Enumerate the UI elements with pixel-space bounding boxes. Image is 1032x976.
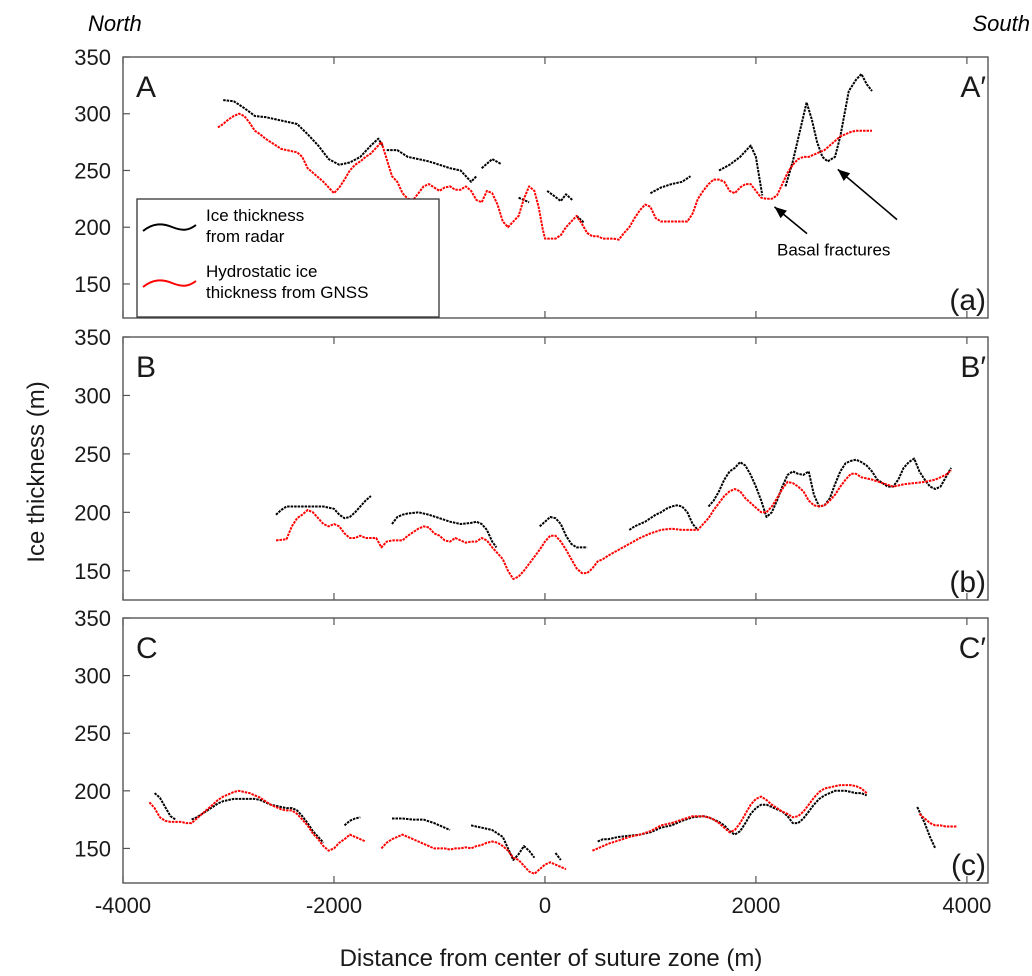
gnss-series-segment: [380, 833, 567, 875]
legend-entry-text: from radar: [206, 227, 285, 246]
y-tick-label: 350: [74, 606, 111, 631]
y-tick-label: 250: [74, 442, 111, 467]
y-tick-label: 200: [74, 215, 111, 240]
profile-start-label: B: [136, 351, 156, 384]
radar-series-segment: [470, 824, 536, 861]
y-tick-label: 350: [74, 45, 111, 70]
annotation-text: Basal fractures: [777, 241, 890, 260]
annotation-arrow-head: [774, 206, 787, 219]
gnss-series-segment: [592, 784, 868, 852]
y-axis-label: Ice thickness (m): [23, 381, 50, 562]
x-tick-label: 4000: [942, 893, 991, 918]
x-axis-label: Distance from center of suture zone (m): [340, 945, 763, 972]
annotation-arrow-head: [837, 169, 851, 181]
profile-end-label: C′: [959, 632, 987, 665]
x-tick-label: -4000: [95, 893, 151, 918]
y-tick-label: 350: [74, 325, 111, 350]
radar-series-segment: [546, 190, 574, 203]
gnss-series-segment: [217, 112, 872, 241]
gnss-series-segment: [275, 469, 952, 580]
radar-series-segment: [153, 792, 177, 821]
y-tick-label: 150: [74, 836, 111, 861]
radar-series-segment: [597, 789, 868, 843]
y-tick-label: 300: [74, 102, 111, 127]
panel-tag: (a): [949, 284, 986, 317]
x-tick-label: 2000: [731, 893, 780, 918]
radar-series-segment: [718, 144, 764, 196]
radar-series-segment: [191, 797, 325, 844]
legend-entry-text: Hydrostatic ice: [206, 262, 317, 281]
legend-entry-text: Ice thickness: [206, 206, 304, 225]
legend: Ice thickness from radar Hydrostatic ice th…: [136, 198, 440, 318]
panel-frame: [122, 336, 989, 601]
radar-series-segment: [275, 495, 372, 520]
south-label: South: [973, 11, 1031, 36]
y-tick-label: 300: [74, 383, 111, 408]
radar-series-segment: [649, 175, 692, 195]
legend-box: [136, 198, 440, 318]
legend-swatch: [142, 223, 197, 232]
profile-start-label: C: [136, 632, 158, 665]
annotation-basal-fractures: Basal fractures: [773, 168, 898, 260]
profile-start-label: A: [136, 71, 156, 104]
y-tick-label: 300: [74, 664, 111, 689]
panel-frame: [122, 617, 989, 884]
y-tick-label: 250: [74, 721, 111, 746]
radar-series-segment: [628, 504, 699, 531]
radar-series-segment: [391, 511, 498, 548]
annotation-arrow-line: [837, 168, 898, 221]
y-tick-label: 200: [74, 500, 111, 525]
y-tick-label: 200: [74, 779, 111, 804]
north-label: North: [88, 11, 142, 36]
radar-series-segment: [784, 73, 873, 187]
panel-tag: (b): [949, 566, 986, 599]
radar-series-segment: [481, 158, 502, 169]
panel-b: 150 200 250 300 350 B B′ (b): [74, 325, 989, 601]
x-tick-label: 0: [539, 893, 551, 918]
legend-swatch: [142, 279, 197, 288]
radar-series-segment: [386, 149, 478, 183]
profile-end-label: A′: [960, 71, 986, 104]
gnss-series-segment: [918, 813, 957, 828]
radar-series-segment: [707, 457, 952, 518]
panel-a: 150 200 250 300 350 A A′ (a) Basal fractures Ice …: [74, 45, 989, 319]
y-tick-label: 250: [74, 158, 111, 183]
y-tick-label: 150: [74, 272, 111, 297]
radar-series-segment: [223, 99, 384, 166]
radar-series-segment: [392, 817, 451, 831]
radar-series-segment: [554, 852, 562, 861]
panel-frame: [122, 56, 989, 319]
radar-series-segment: [539, 516, 588, 549]
panel-c: 150 200 250 300 350 C C′ (c): [74, 606, 989, 884]
x-tick-label: -2000: [306, 893, 362, 918]
gnss-series-segment: [148, 789, 366, 852]
y-tick-label: 150: [74, 559, 111, 584]
legend-entry-text: thickness from GNSS: [206, 283, 369, 302]
panel-tag: (c): [951, 849, 986, 882]
radar-series-segment: [343, 816, 361, 827]
radar-series-segment: [575, 215, 585, 224]
profile-end-label: B′: [960, 351, 986, 384]
